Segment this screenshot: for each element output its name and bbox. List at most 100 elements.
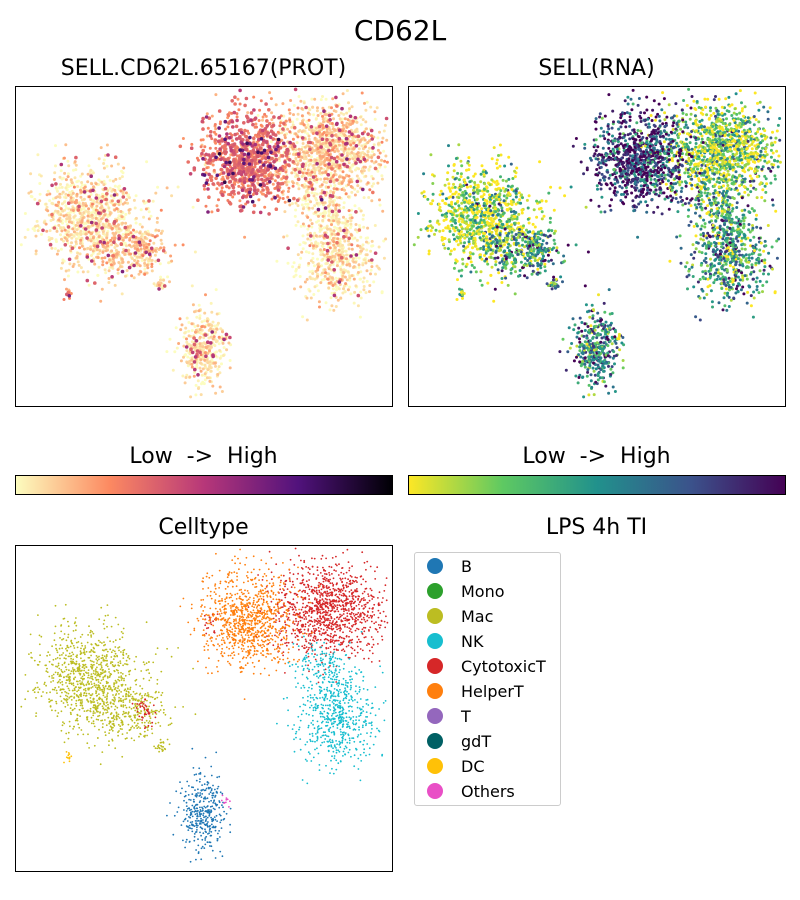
cell-point	[486, 211, 490, 215]
cell-point	[29, 172, 33, 176]
cell-point	[106, 175, 109, 179]
cell-point	[87, 164, 91, 168]
cell-point	[203, 311, 207, 315]
cell-point	[101, 230, 105, 234]
cell-point	[336, 237, 340, 241]
cell-point	[74, 168, 78, 172]
cell-point	[203, 319, 207, 323]
cell-point	[325, 252, 329, 256]
cell-point	[244, 147, 249, 152]
cell-point	[454, 221, 457, 225]
cell-point	[497, 202, 501, 206]
cell-point	[316, 207, 321, 212]
cell-point	[40, 232, 43, 236]
cell-point	[488, 183, 492, 187]
cell-point	[86, 180, 90, 184]
cell-point	[475, 207, 479, 211]
cell-point	[219, 157, 223, 162]
cell-point	[307, 251, 311, 255]
cell-point	[125, 198, 129, 202]
cell-point	[227, 121, 231, 125]
cell-point	[132, 198, 136, 202]
cell-point	[322, 109, 326, 113]
cell-point	[371, 244, 375, 248]
cell-point	[439, 209, 443, 213]
cell-point	[134, 216, 138, 220]
cell-point	[460, 227, 464, 231]
cell-point	[145, 245, 149, 249]
cell-point	[333, 128, 337, 132]
cell-point	[317, 214, 320, 218]
cell-point	[310, 151, 314, 155]
cell-point	[354, 161, 358, 165]
cell-point	[490, 265, 494, 269]
cell-point	[361, 280, 365, 284]
cell-point	[490, 157, 494, 161]
cell-point	[322, 167, 326, 171]
cell-point	[207, 323, 211, 327]
cell-point	[192, 374, 196, 378]
cell-point	[316, 257, 319, 261]
cell-point	[280, 190, 284, 194]
cell-point	[66, 274, 70, 278]
cell-point	[198, 335, 202, 339]
cell-point	[119, 189, 123, 193]
cell-point	[34, 249, 38, 253]
cell-point	[343, 239, 347, 243]
cell-point	[337, 287, 341, 291]
cell-point	[102, 158, 106, 162]
cell-point	[376, 169, 380, 173]
cell-point	[292, 261, 296, 265]
cell-point	[307, 154, 311, 157]
cell-point	[509, 162, 513, 166]
cell-point	[360, 169, 363, 173]
cell-point	[224, 150, 228, 154]
cell-point	[192, 360, 197, 364]
cell-point	[318, 169, 322, 173]
cell-point	[97, 265, 101, 269]
cell-point	[540, 210, 544, 214]
cell-point	[331, 287, 335, 291]
cell-point	[313, 264, 316, 268]
cell-point	[302, 101, 306, 105]
cell-point	[70, 236, 74, 240]
cell-point	[322, 131, 326, 134]
cell-point	[123, 201, 127, 205]
cell-point	[196, 379, 200, 383]
cell-point	[382, 256, 386, 260]
cell-point	[92, 199, 96, 203]
cell-point	[312, 113, 316, 117]
cell-point	[475, 188, 479, 192]
cell-point	[213, 324, 217, 328]
cell-point	[361, 187, 365, 192]
cell-point	[308, 108, 312, 112]
cell-point	[536, 267, 540, 271]
cell-point	[296, 152, 301, 156]
cell-point	[504, 179, 508, 183]
cell-point	[438, 229, 442, 233]
cell-point	[284, 170, 288, 174]
cell-point	[224, 160, 228, 165]
cell-point	[498, 164, 502, 168]
cell-point	[276, 184, 280, 189]
cell-point	[370, 137, 375, 141]
cell-point	[123, 225, 128, 230]
cell-point	[294, 201, 298, 205]
cell-point	[79, 186, 83, 189]
cell-point	[111, 231, 115, 235]
cell-point	[220, 192, 225, 197]
cell-point	[251, 183, 255, 187]
cell-point	[86, 172, 90, 176]
cell-point	[356, 157, 360, 162]
cell-point	[466, 176, 470, 180]
cell-point	[248, 187, 253, 191]
cell-point	[187, 329, 191, 333]
cell-point	[460, 185, 464, 189]
cell-point	[318, 154, 322, 158]
cell-point	[314, 234, 318, 238]
cell-point	[331, 213, 335, 217]
cell-point	[204, 115, 209, 119]
cell-point	[311, 256, 315, 260]
cell-point	[357, 263, 361, 267]
cell-point	[354, 210, 358, 214]
